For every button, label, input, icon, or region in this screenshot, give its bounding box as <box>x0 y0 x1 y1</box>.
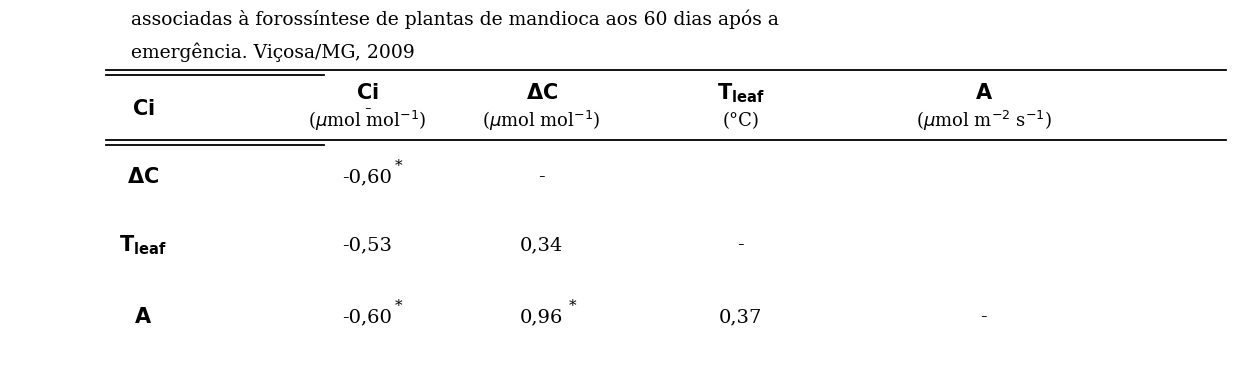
Text: $\mathbf{Ci}$: $\mathbf{Ci}$ <box>356 83 378 103</box>
Text: -: - <box>538 168 545 186</box>
Text: $\mathbf{A}$: $\mathbf{A}$ <box>975 83 992 103</box>
Text: $\mathbf{Ci}$: $\mathbf{Ci}$ <box>132 99 154 119</box>
Text: -: - <box>737 236 745 254</box>
Text: $\mathbf{A}$: $\mathbf{A}$ <box>134 307 152 327</box>
Text: 0,37: 0,37 <box>720 308 762 326</box>
Text: -0,60: -0,60 <box>342 168 392 186</box>
Text: emergência. Viçosa/MG, 2009: emergência. Viçosa/MG, 2009 <box>131 43 415 62</box>
Text: *: * <box>395 299 402 313</box>
Text: $\mathbf{T}_{\mathbf{leaf}}$: $\mathbf{T}_{\mathbf{leaf}}$ <box>717 82 764 105</box>
Text: associadas à forossíntese de plantas de mandioca aos 60 dias após a: associadas à forossíntese de plantas de … <box>131 10 778 29</box>
Text: *: * <box>395 159 402 173</box>
Text: ($\mu$mol m$^{-2}$ s$^{-1}$): ($\mu$mol m$^{-2}$ s$^{-1}$) <box>915 109 1052 133</box>
Text: 0,34: 0,34 <box>520 236 563 254</box>
Text: -: - <box>980 308 987 326</box>
Text: *: * <box>569 299 576 313</box>
Text: $\mathbf{\Delta C}$: $\mathbf{\Delta C}$ <box>525 83 558 103</box>
Text: -: - <box>364 100 371 118</box>
Text: $\mathbf{\Delta C}$: $\mathbf{\Delta C}$ <box>127 167 159 187</box>
Text: ($\mu$mol mol$^{-1}$): ($\mu$mol mol$^{-1}$) <box>482 109 601 133</box>
Text: 0,96: 0,96 <box>520 308 563 326</box>
Text: -0,60: -0,60 <box>342 308 392 326</box>
Text: (°C): (°C) <box>722 112 759 130</box>
Text: $\mathbf{T}_{\mathbf{leaf}}$: $\mathbf{T}_{\mathbf{leaf}}$ <box>120 233 167 257</box>
Text: ($\mu$mol mol$^{-1}$): ($\mu$mol mol$^{-1}$) <box>308 109 427 133</box>
Text: -0,53: -0,53 <box>342 236 392 254</box>
